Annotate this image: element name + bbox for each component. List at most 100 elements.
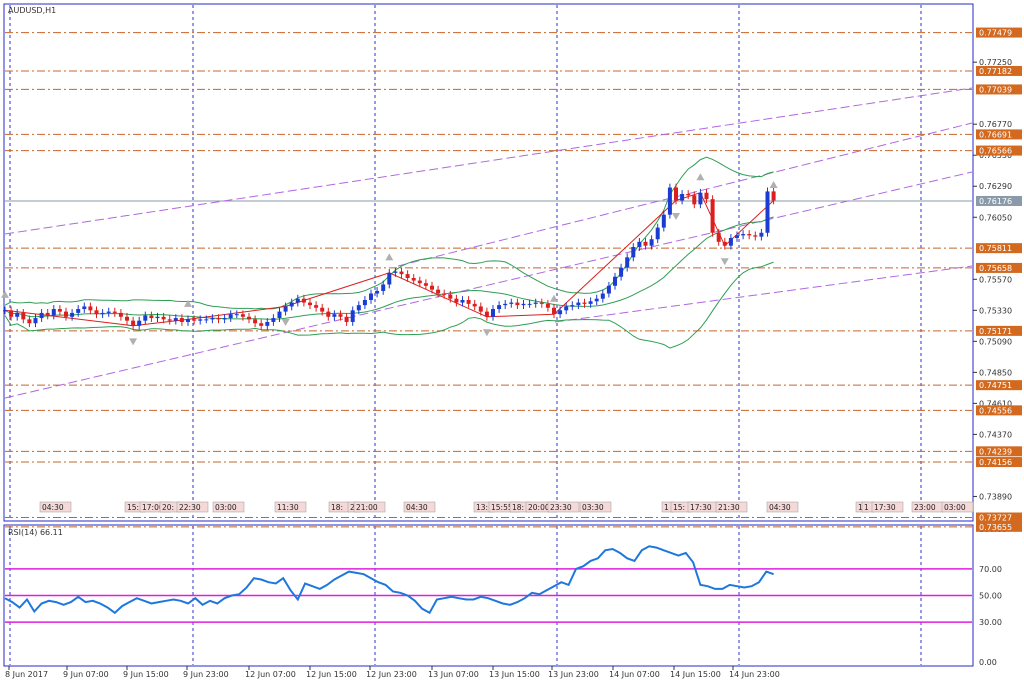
candle-body [362, 299, 367, 306]
candle-body [637, 241, 642, 247]
session-tag-label: 1 [664, 503, 669, 512]
candle-body [356, 305, 361, 311]
candle-body [728, 237, 733, 246]
level-price-box [976, 65, 1022, 76]
level-lines [5, 32, 972, 528]
candle-body [387, 272, 392, 285]
candle-body [625, 257, 630, 268]
price-tick-label: 0.74370 [979, 430, 1012, 439]
session-tag-box [176, 501, 209, 513]
candle-body [417, 280, 422, 284]
candle-body [216, 318, 221, 320]
candle-body [448, 294, 453, 299]
candle-body [186, 319, 190, 322]
candle-body [100, 312, 105, 315]
level-price-box [976, 405, 1022, 416]
level-price-box [976, 457, 1022, 468]
candle-body [369, 293, 373, 300]
candle-body [686, 193, 691, 196]
candle-body [375, 290, 380, 294]
candle-body [600, 293, 605, 299]
candle-body [576, 302, 581, 306]
candle-body [667, 187, 672, 215]
candle-body [344, 316, 349, 322]
candle-body [442, 293, 447, 295]
candle-body [332, 314, 337, 317]
bollinger-middle [4, 216, 774, 320]
candle-body [155, 316, 160, 319]
vertical-grid [9, 5, 922, 665]
candle-body [393, 271, 398, 273]
candle-body [527, 303, 532, 305]
price-tick-label: 0.74610 [979, 399, 1012, 408]
price-tick-label: 0.76050 [979, 213, 1012, 222]
candle-body [27, 319, 32, 324]
session-tag-label: 17:30 [874, 503, 896, 512]
candle-body [314, 305, 319, 308]
candle-body [76, 309, 81, 313]
candle-body [308, 302, 312, 306]
price-tick-label: 0.76530 [979, 151, 1012, 160]
price-tick-label: 0.75090 [979, 337, 1012, 346]
candle-body [320, 307, 325, 312]
session-tag-label: 1 [864, 503, 869, 512]
price-tick-label: 0.76770 [979, 120, 1012, 129]
candle-body [478, 306, 483, 312]
session-tag-box [579, 501, 612, 513]
candle-body [606, 285, 611, 294]
rsi-tick-label: 30.00 [979, 618, 1002, 627]
candle-body [240, 314, 245, 317]
channel-line [397, 122, 973, 267]
level-price-label: 0.73655 [979, 523, 1012, 532]
price-tick-label: 0.75570 [979, 275, 1012, 284]
time-tick-label: 13 Jun 15:00 [489, 670, 540, 679]
candle-body [210, 318, 215, 320]
candle-body [222, 318, 227, 320]
candle-body [143, 315, 148, 321]
time-tick-label: 14 Jun 07:00 [609, 670, 660, 679]
level-price-label: 0.76566 [979, 147, 1012, 156]
candle-body [765, 191, 770, 233]
rsi-title: RSI(14) 66.11 [8, 528, 63, 537]
fractal-marker [385, 253, 394, 261]
level-price-label: 0.74239 [979, 447, 1012, 456]
candle-body [655, 227, 660, 240]
time-tick-label: 13 Jun 07:00 [428, 670, 479, 679]
session-tag-label: 22:30 [179, 503, 201, 512]
session-tag-label: 03:00 [944, 503, 966, 512]
rsi-tick-label: 70.00 [979, 565, 1002, 574]
candle-body [295, 298, 300, 303]
fractal-marker [696, 173, 705, 181]
candle-body [680, 193, 685, 201]
candle-body [649, 239, 654, 246]
chart-title: AUDUSD,H1 [8, 6, 56, 15]
channel-line [4, 171, 973, 399]
candle-body [747, 234, 752, 236]
candle-body [253, 319, 258, 324]
session-tag-label: 23:30 [550, 503, 572, 512]
candle-body [9, 310, 14, 317]
candle-body [491, 309, 495, 317]
time-tick-label: 12 Jun 15:00 [306, 670, 357, 679]
level-price-label: 0.77182 [979, 67, 1012, 76]
candle-body [137, 320, 142, 326]
candle-body [57, 309, 62, 312]
candle-body [161, 316, 166, 320]
candle-body [259, 323, 264, 326]
candle-body [405, 274, 410, 279]
candle-body [381, 284, 386, 291]
time-axis: 8 Jun 2017 9 Jun 07:00 9 Jun 15:00 9 Jun 23… [5, 666, 780, 679]
time-tick-label: 14 Jun 15:00 [670, 670, 721, 679]
candle-body [619, 267, 624, 277]
price-tick-label: 0.73890 [979, 492, 1012, 501]
candle-body [411, 278, 416, 281]
channel-lines [4, 87, 973, 399]
level-price-label: 0.74556 [979, 406, 1012, 415]
candle-body [338, 314, 343, 317]
candle-body [558, 310, 563, 315]
candle-body [741, 234, 746, 236]
candle-body [118, 312, 123, 317]
rsi-tick-label: 0.00 [979, 658, 997, 667]
candle-body [289, 302, 294, 307]
candle-body [503, 303, 508, 306]
